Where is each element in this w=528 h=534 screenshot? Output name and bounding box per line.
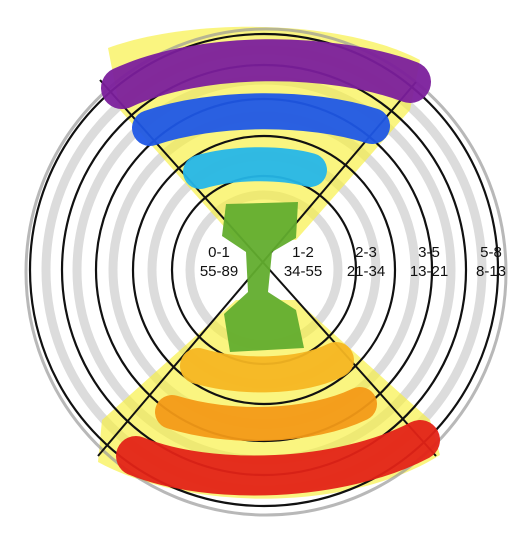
ring-2-top-label: 2-3 — [355, 244, 377, 261]
outer-gray-edge — [24, 27, 508, 517]
ring-4-top-label: 5-8 — [480, 244, 502, 261]
ring-labels: 0-1 55-89 1-2 34-55 2-3 21-34 3-5 13-21 … — [200, 244, 506, 280]
purple-band — [101, 39, 431, 109]
ring-1-bottom-label: 34-55 — [284, 263, 322, 280]
green-hourglass-core — [222, 202, 304, 352]
red-band — [116, 420, 440, 496]
ring-4-bottom-label: 8-13 — [476, 263, 506, 280]
ring-3-top-label: 3-5 — [418, 244, 440, 261]
yellow-orange-band — [180, 342, 354, 393]
ring-0-bottom-label: 55-89 — [200, 263, 238, 280]
colored-bands — [101, 39, 440, 496]
ring-3-bottom-label: 13-21 — [410, 263, 448, 280]
blue-band — [132, 93, 390, 146]
cyan-band — [183, 147, 327, 189]
ring-outer — [28, 32, 500, 508]
ring-1-top-label: 1-2 — [292, 244, 314, 261]
orange-band — [155, 387, 377, 441]
ring-0-top-label: 0-1 — [208, 244, 230, 261]
ring-2 — [131, 134, 397, 406]
ring-2-bottom-label: 21-34 — [347, 263, 385, 280]
